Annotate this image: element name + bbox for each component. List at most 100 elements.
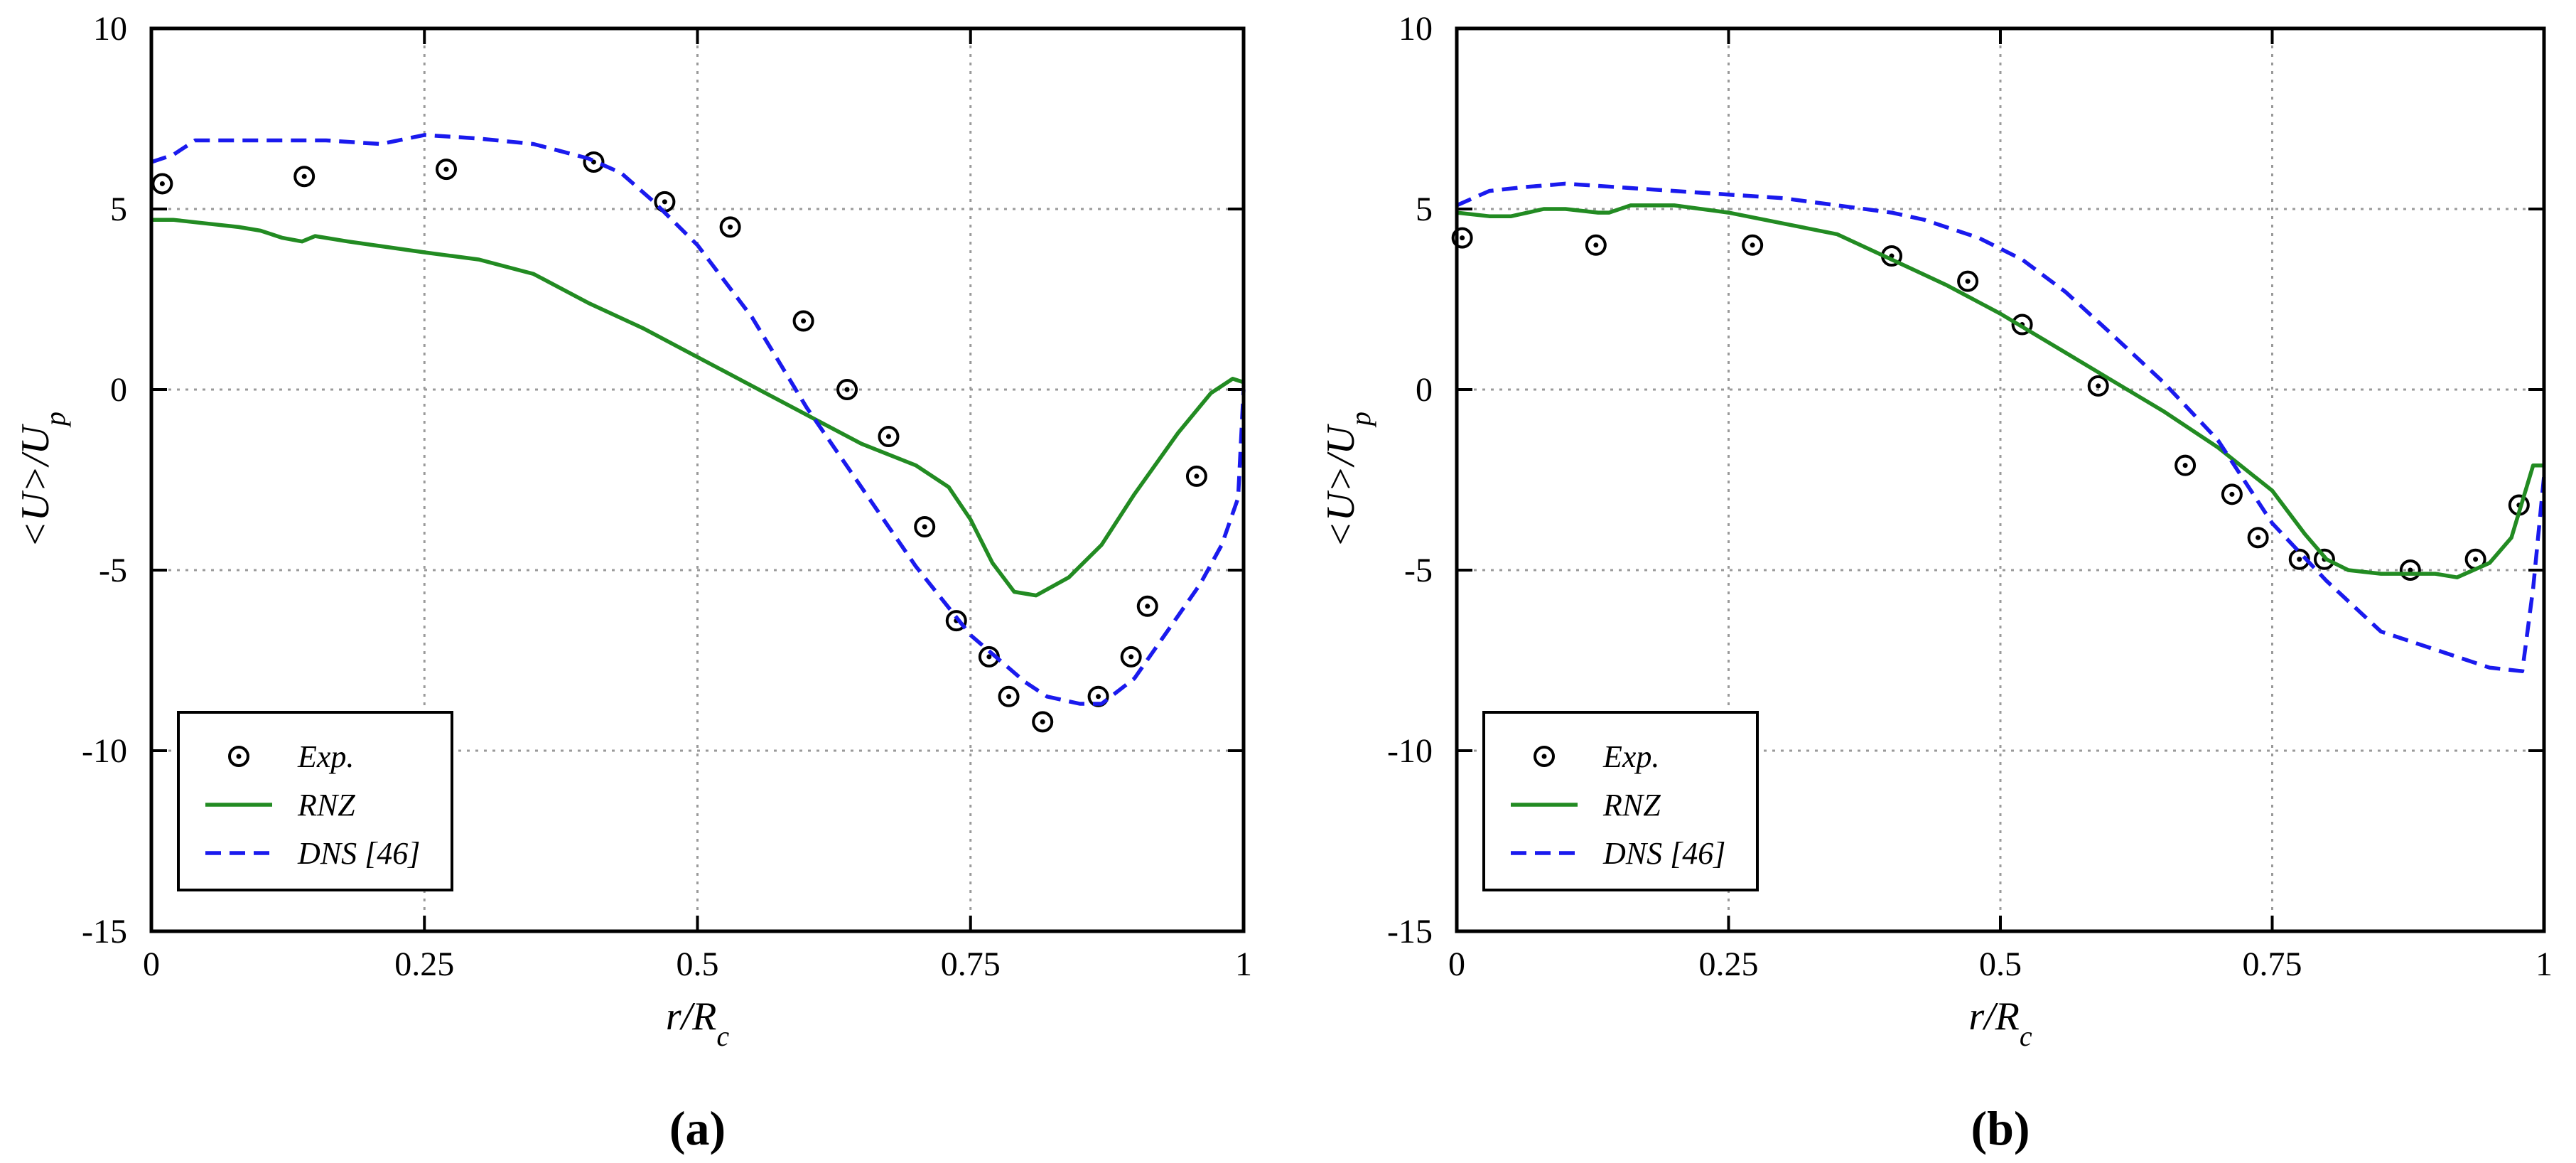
exp-marker-ring <box>1136 595 1158 617</box>
exp-marker-ring <box>998 685 1020 707</box>
exp-data-point <box>1120 645 1142 668</box>
x-tick-label: 0.75 <box>941 945 1001 983</box>
legend-entry: DNS [46] <box>1511 836 1725 871</box>
exp-marker-dot <box>2182 463 2188 468</box>
exp-data-point <box>1451 227 1473 249</box>
y-axis-label-subscript: p <box>1344 412 1376 428</box>
exp-marker-ring <box>1185 465 1207 487</box>
chart-panel-b: 0 0.25 0.5 0.75 1 -15 -10 -5 0 5 10 r/Rc <U>/Up (b) Ex… <box>1319 10 2553 1155</box>
exp-marker-dot <box>2229 491 2235 497</box>
y-tick-label: -10 <box>82 732 127 770</box>
y-axis-label-subscript: p <box>39 412 71 428</box>
exp-marker-dot <box>443 166 449 172</box>
legend-marker-dot <box>236 754 242 759</box>
series-rnz-line <box>1456 203 2544 579</box>
exp-data-point <box>836 379 858 400</box>
y-tick-label: 5 <box>1416 191 1433 228</box>
exp-marker-dot <box>986 654 992 660</box>
exp-marker-ring <box>2399 559 2421 581</box>
legend: Exp. RNZ DNS [46] <box>177 711 453 891</box>
exp-marker-dot <box>1096 694 1101 700</box>
exp-marker-dot <box>662 199 667 205</box>
exp-marker-dot <box>2096 383 2101 389</box>
exp-marker-dot <box>844 387 850 392</box>
legend-label: DNS [46] <box>297 836 420 871</box>
exp-marker-dot <box>1194 473 1200 479</box>
y-tick-label: 0 <box>110 371 127 409</box>
exp-marker-ring <box>836 379 858 400</box>
x-tick-label: 1 <box>2535 945 2553 983</box>
exp-data-point <box>1957 270 1979 292</box>
panel-label: (b) <box>1971 1101 2030 1155</box>
exp-marker-ring <box>878 426 900 448</box>
legend-label: Exp. <box>1602 739 1659 774</box>
y-tick-label: 10 <box>1399 10 1433 48</box>
exp-marker-ring <box>2174 454 2197 476</box>
exp-marker-ring <box>435 159 457 181</box>
exp-marker-dot <box>1145 604 1150 609</box>
x-tick-label: 0 <box>1448 945 1465 983</box>
plot-frame <box>149 26 1246 933</box>
x-axis-label-subscript: c <box>716 1020 729 1052</box>
exp-data-point <box>293 166 316 188</box>
exp-marker-ring <box>1451 227 1473 249</box>
exp-marker-ring <box>792 310 814 332</box>
x-axis-label-main: r/R <box>666 995 717 1039</box>
series-rnz-line <box>151 218 1244 598</box>
exp-data-point <box>2399 559 2421 581</box>
legend-marker-ring <box>228 746 249 767</box>
legend: Exp. RNZ DNS [46] <box>1482 711 1759 891</box>
exp-data-point <box>151 173 173 195</box>
x-tick-label: 0.75 <box>2243 945 2302 983</box>
exp-marker-dot <box>159 181 165 186</box>
exp-data-point <box>2087 375 2109 397</box>
exp-marker-ring <box>293 166 316 188</box>
exp-data-point <box>1087 685 1109 707</box>
x-tick-label: 0.25 <box>394 945 454 983</box>
exp-marker-dot <box>885 434 891 439</box>
exp-data-point <box>998 685 1020 707</box>
chart-panel-a: 0 0.25 0.5 0.75 1 -15 -10 -5 0 5 10 r/Rc <U>/Up (a) Ex… <box>14 10 1252 1155</box>
legend-label: RNZ <box>297 788 355 822</box>
exp-marker-dot <box>1128 654 1134 660</box>
exp-marker-dot <box>1750 242 1755 248</box>
legend-label: RNZ <box>1602 788 1661 822</box>
x-axis-label: r/Rc <box>666 995 730 1052</box>
exp-data-point <box>792 310 814 332</box>
exp-marker-dot <box>2408 567 2413 573</box>
exp-data-point <box>878 426 900 448</box>
exp-data-point <box>583 151 605 173</box>
legend-label: Exp. <box>297 739 354 774</box>
exp-data-point <box>1032 711 1054 733</box>
y-axis-label-main: <U>/U <box>14 423 58 548</box>
exp-marker-ring <box>1032 711 1054 733</box>
exp-data-point <box>1585 234 1607 256</box>
y-tick-label: -15 <box>1387 913 1433 950</box>
y-axis-label: <U>/Up <box>14 412 71 548</box>
exp-marker-dot <box>2473 557 2479 562</box>
y-tick-label: -5 <box>1404 552 1433 589</box>
legend-label: DNS [46] <box>1602 836 1725 871</box>
x-axis-label-main: r/R <box>1968 995 2020 1039</box>
exp-data-point <box>435 159 457 181</box>
exp-data-point <box>719 216 741 238</box>
exp-marker-dot <box>1006 694 1012 700</box>
y-tick-label: -10 <box>1387 732 1433 770</box>
y-tick-label: 0 <box>1416 371 1433 409</box>
exp-marker-ring <box>2313 548 2335 570</box>
exp-marker-dot <box>2256 535 2261 540</box>
exp-data-point <box>1136 595 1158 617</box>
legend-box <box>1482 711 1759 891</box>
exp-marker-ring <box>2087 375 2109 397</box>
exp-marker-dot <box>922 524 927 530</box>
y-tick-label: -15 <box>82 913 127 950</box>
exp-marker-ring <box>1120 645 1142 668</box>
exp-marker-ring <box>583 151 605 173</box>
y-tick-label: -5 <box>99 552 127 589</box>
exp-marker-ring <box>719 216 741 238</box>
exp-marker-dot <box>801 318 807 323</box>
legend-marker-dot <box>1541 754 1547 759</box>
x-tick-label: 1 <box>1235 945 1252 983</box>
legend-box <box>177 711 453 891</box>
